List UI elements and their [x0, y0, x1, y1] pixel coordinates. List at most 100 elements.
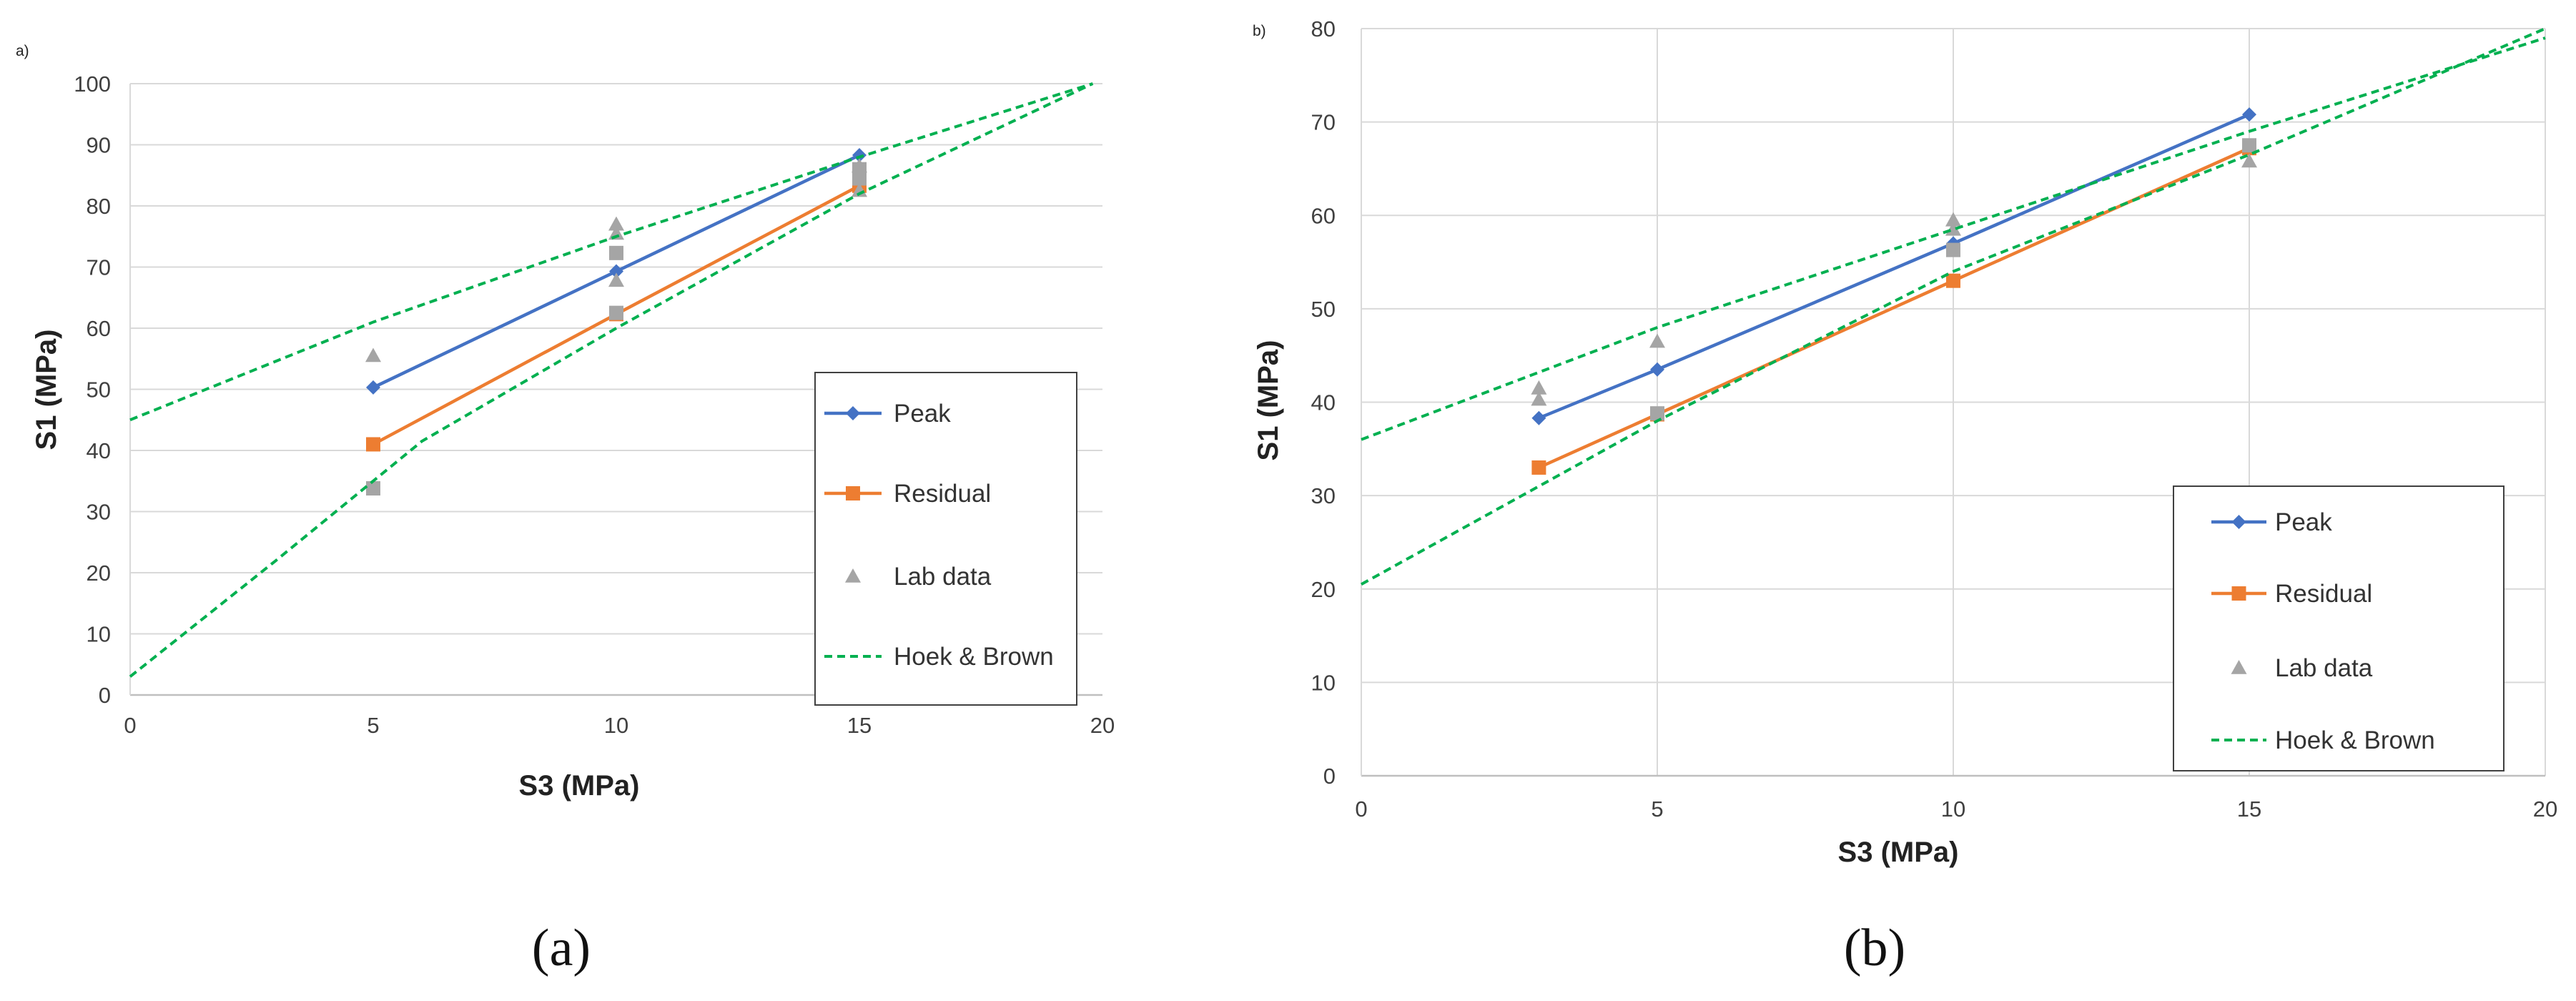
data-point	[1650, 362, 1664, 377]
hoek-brown-line	[1361, 36, 2546, 441]
series-hoek-brown	[129, 82, 1094, 678]
y-tick-label: 20	[1311, 577, 1336, 602]
lab-data-point	[1531, 380, 1547, 395]
lab-data-point	[609, 305, 623, 320]
y-tick-label: 70	[87, 255, 111, 280]
x-tick-label: 10	[604, 713, 628, 738]
legend-label: Peak	[894, 400, 951, 428]
legend-label: Lab data	[2275, 654, 2373, 682]
legend: Peak Residual Lab data Hoek & Brown	[814, 372, 1077, 706]
x-tick-label: 20	[2533, 797, 2557, 822]
chart-panel-b: 0 10 20 30 40 50 60 70 80 0 5 10 15 20 Peak Residual Lab…	[1253, 16, 2557, 977]
y-tick-label: 80	[1311, 16, 1336, 41]
x-tick-label: 5	[367, 713, 379, 738]
lab-data-point	[2242, 138, 2256, 153]
lab-data-point	[365, 347, 381, 363]
x-tick-label: 20	[1090, 713, 1115, 738]
legend-box	[814, 372, 1077, 706]
y-tick-label: 50	[87, 378, 111, 403]
legend-item: Residual	[824, 480, 991, 508]
lab-data-point	[2241, 153, 2257, 168]
legend-swatch-marker	[2231, 586, 2246, 601]
lab-data-point	[366, 481, 380, 496]
data-point	[1531, 460, 1546, 475]
figure-caption: (b)	[1844, 919, 1905, 977]
y-tick-label: 80	[87, 194, 111, 219]
data-point	[1946, 273, 1960, 288]
y-tick-label: 0	[99, 683, 111, 708]
x-tick-label: 15	[2237, 797, 2261, 822]
y-axis-title: S1 (MPa)	[31, 330, 62, 450]
legend-label: Residual	[894, 480, 991, 508]
legend-item: Hoek & Brown	[2211, 726, 2435, 754]
lab-data-point	[608, 272, 624, 287]
lab-data-point	[609, 245, 623, 260]
panel-tag: b)	[1253, 23, 1266, 39]
x-axis-title: S3 (MPa)	[1838, 837, 1959, 868]
x-tick-label: 0	[124, 713, 136, 738]
y-tick-label: 50	[1311, 297, 1336, 322]
y-tick-label: 40	[1311, 390, 1336, 415]
legend-item: Peak	[2211, 508, 2332, 536]
x-tick-label: 15	[847, 713, 872, 738]
legend-label: Lab data	[894, 563, 992, 591]
x-tick-label: 0	[1355, 797, 1367, 822]
data-point	[366, 437, 380, 452]
legend-swatch-marker	[846, 486, 860, 500]
y-tick-label: 90	[87, 133, 111, 158]
legend-swatch	[2231, 660, 2247, 674]
lab-data-point	[1945, 212, 1961, 227]
series-lab-data	[365, 158, 867, 496]
lab-data-point	[608, 216, 624, 231]
legend-item: Hoek & Brown	[824, 643, 1054, 671]
legend-item: Peak	[824, 400, 951, 428]
x-axis-title: S3 (MPa)	[519, 770, 640, 802]
y-tick-label: 30	[87, 500, 111, 525]
lab-data-point	[852, 171, 867, 186]
legend: Peak Residual Lab data Hoek & Brown	[2173, 485, 2505, 771]
legend-swatch-marker	[2231, 515, 2246, 529]
y-tick-label: 40	[87, 438, 111, 463]
data-point	[609, 264, 623, 279]
legend-item: Lab data	[2231, 654, 2373, 682]
y-axis-title: S1 (MPa)	[1253, 340, 1284, 461]
panel-tag: a)	[16, 43, 29, 59]
legend-label: Hoek & Brown	[2275, 726, 2435, 754]
series-peak	[366, 148, 867, 395]
hoek-brown-line	[129, 82, 1093, 422]
legend-item: Residual	[2211, 580, 2372, 608]
y-tick-label: 20	[87, 561, 111, 586]
y-tick-label: 10	[1311, 670, 1336, 695]
lab-data-point	[1531, 391, 1547, 406]
data-point	[2242, 107, 2256, 122]
x-tick-label: 10	[1941, 797, 1965, 822]
data-point	[366, 380, 380, 395]
y-tick-label: 60	[87, 316, 111, 341]
y-tick-label: 100	[74, 72, 111, 97]
series-line	[1538, 113, 2250, 420]
legend-label: Peak	[2275, 508, 2332, 536]
hoek-brown-line	[129, 82, 1094, 678]
y-tick-label: 10	[87, 622, 111, 647]
lab-data-point	[608, 225, 624, 240]
y-tick-label: 0	[1323, 764, 1336, 789]
lab-data-point	[1649, 333, 1665, 348]
x-tick-label: 5	[1651, 797, 1663, 822]
legend-swatch	[845, 568, 861, 583]
legend-label: Residual	[2275, 580, 2372, 608]
data-point	[852, 148, 867, 163]
y-tick-label: 60	[1311, 203, 1336, 228]
hoek-brown-line	[1361, 27, 2546, 586]
lab-data-point	[1946, 242, 1960, 257]
figure-caption: (a)	[532, 919, 591, 977]
legend-label: Hoek & Brown	[894, 643, 1054, 671]
series-hoek-brown	[1361, 27, 2546, 586]
chart-panel-a: 0 10 20 30 40 50 60 70 80 90 100 0 5 10 15 20 Peak Residu…	[16, 43, 1115, 977]
legend-swatch-marker	[846, 406, 860, 420]
legend-box	[2173, 485, 2505, 771]
y-tick-label: 30	[1311, 483, 1336, 508]
lab-data-point	[1650, 406, 1664, 421]
y-tick-label: 70	[1311, 110, 1336, 135]
legend-item: Lab data	[845, 563, 992, 591]
